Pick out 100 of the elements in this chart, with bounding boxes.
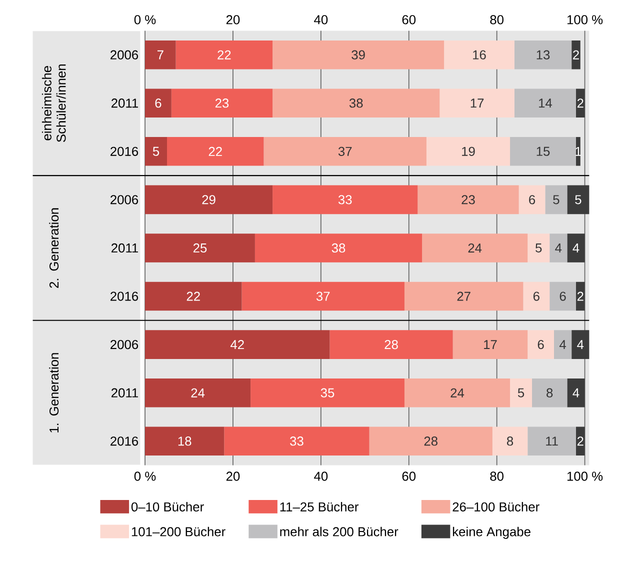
bar <box>528 426 576 456</box>
data-label: 29 <box>202 195 216 204</box>
bar <box>452 330 528 360</box>
y-tick-label: 2016 <box>110 146 138 156</box>
data-label: 15 <box>536 146 550 156</box>
bar <box>567 378 585 408</box>
x-tick-label: 0 % <box>134 15 156 24</box>
legend-label: keine Angabe <box>452 526 530 539</box>
y-tick-label: 2006 <box>110 340 138 350</box>
bar <box>145 378 251 408</box>
bar <box>242 282 404 311</box>
y-tick-label: 2016 <box>110 292 138 301</box>
data-label: 4 <box>572 388 580 398</box>
bar <box>171 88 273 118</box>
data-label: 2 <box>577 436 584 446</box>
data-label: 6 <box>560 292 566 301</box>
bar <box>510 378 532 408</box>
data-label: 4 <box>560 340 566 350</box>
data-label: 22 <box>186 292 200 301</box>
bar <box>528 234 550 262</box>
data-label: 14 <box>539 98 552 108</box>
data-label: 23 <box>462 195 475 204</box>
bar <box>145 330 330 360</box>
x-tick-label: 60 <box>402 15 416 24</box>
bar <box>510 137 576 166</box>
data-label: 5 <box>536 244 542 253</box>
x2-tick-label: 60 <box>402 472 416 481</box>
data-label: 22 <box>208 146 222 156</box>
bar <box>145 234 255 262</box>
bar <box>576 88 585 118</box>
data-label: 37 <box>338 146 352 156</box>
data-label: 5 <box>152 146 160 156</box>
legend-label: 26–100 Bücher <box>452 502 540 512</box>
bar <box>518 185 546 214</box>
bar <box>418 185 519 214</box>
bar <box>145 40 176 70</box>
data-label: 2 <box>577 98 584 108</box>
bar <box>369 426 492 456</box>
bar <box>532 378 568 408</box>
data-label: 38 <box>349 98 363 108</box>
data-label: 6 <box>155 98 162 108</box>
y-tick-label: 2006 <box>110 195 138 204</box>
data-label: 13 <box>536 50 550 60</box>
legend-label: 101–200 Bücher <box>132 526 226 536</box>
bar <box>145 137 167 166</box>
bar <box>576 282 585 311</box>
data-label: 28 <box>384 340 398 350</box>
data-label: 11 <box>546 436 558 446</box>
data-label: 37 <box>316 292 330 301</box>
bar <box>264 137 426 166</box>
data-label: 5 <box>575 195 582 204</box>
bar <box>167 137 264 166</box>
bar <box>550 234 568 262</box>
y-tick-label: 2011 <box>112 98 138 108</box>
data-label: 4 <box>572 244 580 252</box>
bar <box>272 185 418 214</box>
x2-tick-label: 20 <box>226 472 240 481</box>
x2-tick-label: 100 % <box>567 472 603 481</box>
data-label: 17 <box>470 98 484 108</box>
bar <box>250 378 404 408</box>
data-label: 5 <box>553 195 560 204</box>
data-label: 6 <box>533 292 540 301</box>
x-tick-label: 100 % <box>567 15 603 24</box>
data-label: 35 <box>320 388 334 398</box>
bar <box>492 426 528 456</box>
bar <box>422 234 528 262</box>
bar <box>572 40 580 70</box>
bar <box>404 378 510 408</box>
data-label: 27 <box>457 292 470 301</box>
data-label: 19 <box>462 146 475 156</box>
data-label: 23 <box>215 98 229 108</box>
data-label: 22 <box>218 50 231 60</box>
legend-label: 0–10 Bücher <box>131 502 204 512</box>
bar <box>145 185 273 214</box>
data-label: 24 <box>450 388 464 398</box>
data-label: 6 <box>529 195 536 204</box>
bar <box>514 40 572 70</box>
bar <box>145 282 242 311</box>
x-tick-label: 20 <box>226 15 240 24</box>
x2-tick-label: 80 <box>490 472 504 481</box>
bar <box>145 426 224 456</box>
bar <box>528 330 554 360</box>
data-label: 17 <box>484 340 497 350</box>
bar <box>444 40 514 70</box>
data-label: 16 <box>473 50 486 60</box>
bar <box>545 185 568 214</box>
data-label: 8 <box>546 388 553 398</box>
bar <box>426 137 510 166</box>
y-tick-label: 2011 <box>112 388 138 398</box>
data-label: 4 <box>577 340 584 350</box>
text: einheimische Schüler/innen <box>42 64 66 142</box>
legend-label: 11–25 Bücher <box>280 502 358 512</box>
bar <box>567 185 590 214</box>
data-label: 5 <box>518 388 524 398</box>
data-label: 33 <box>290 436 304 446</box>
bar <box>440 88 514 118</box>
bar <box>550 282 576 311</box>
data-label: 6 <box>538 340 544 350</box>
data-label: 4 <box>555 244 562 252</box>
bar <box>514 88 576 118</box>
